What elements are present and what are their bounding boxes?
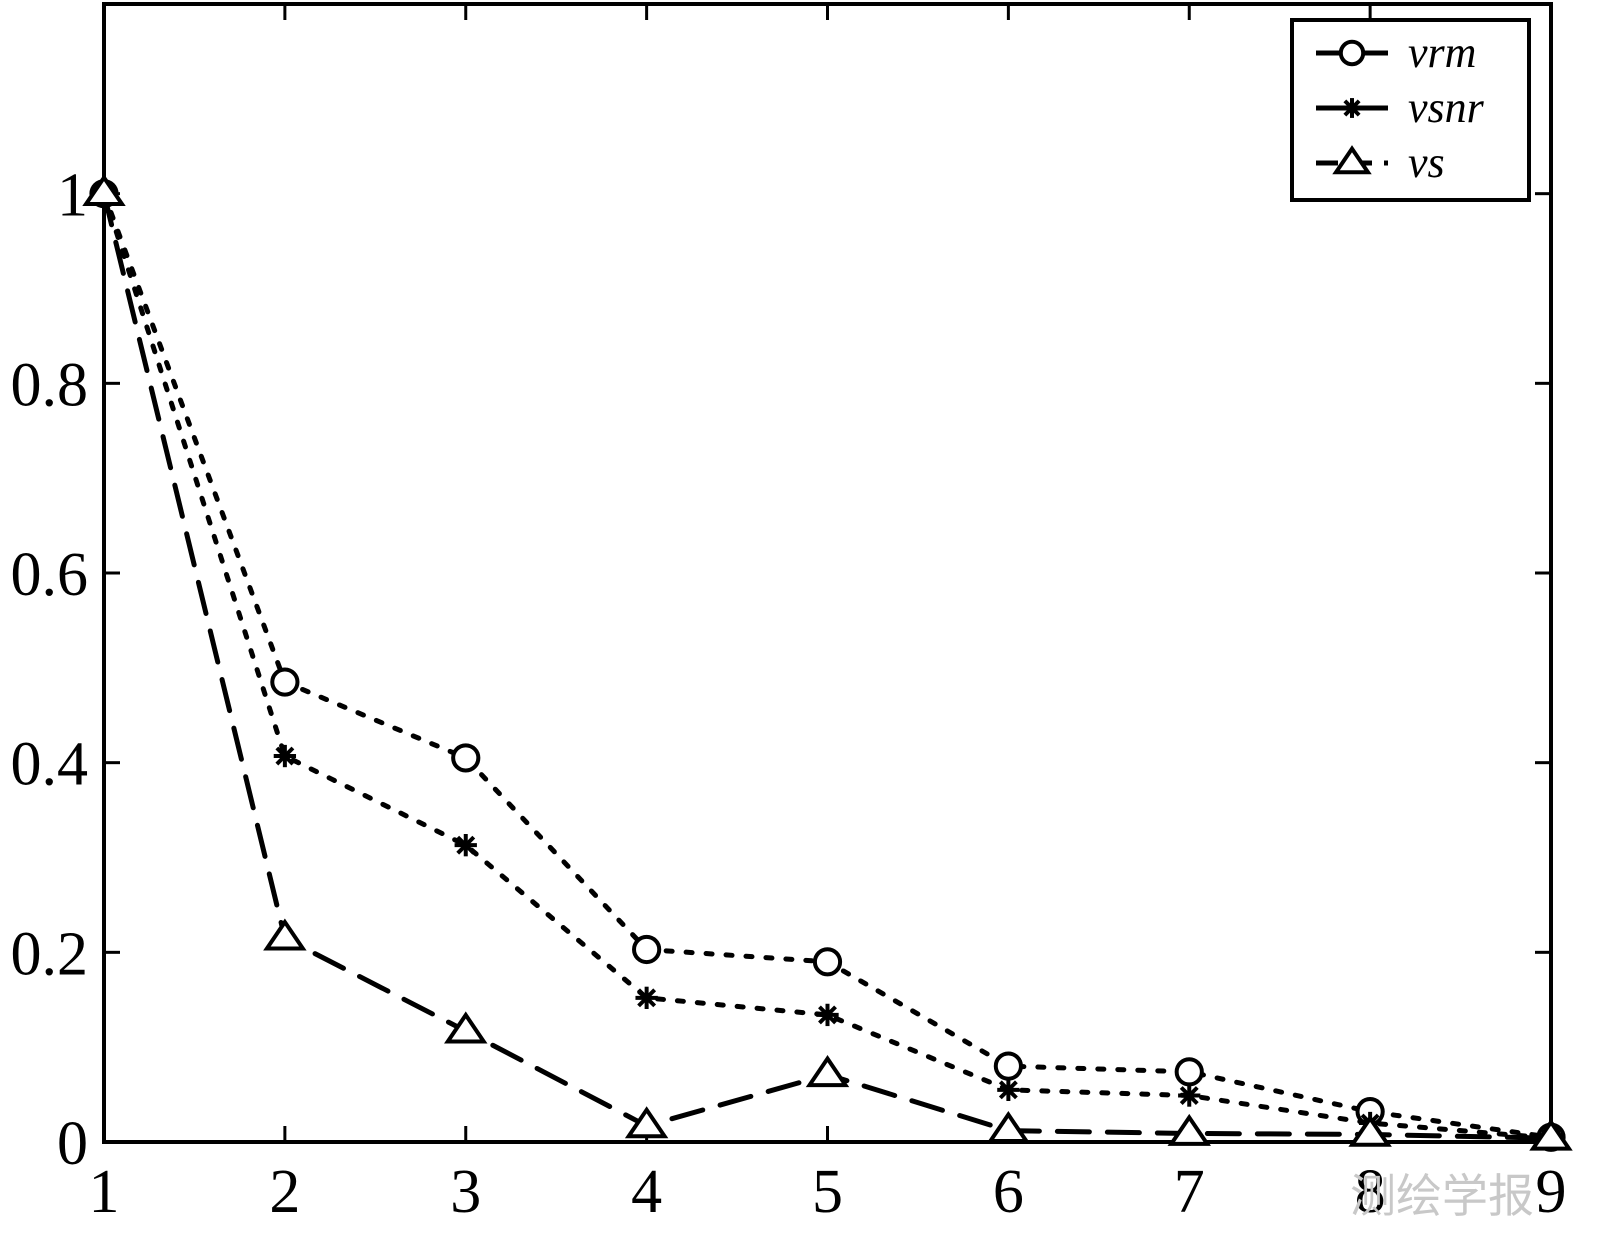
data-point-star	[816, 1003, 839, 1027]
data-point-triangle	[805, 1055, 850, 1088]
data-point-triangle	[1167, 1113, 1211, 1146]
y-tick-label: 1	[57, 162, 88, 230]
star-stroke	[275, 746, 295, 766]
star-stroke	[456, 835, 476, 855]
data-point-star	[454, 834, 477, 857]
data-point-circle	[812, 947, 843, 977]
data-point-triangle	[624, 1106, 669, 1139]
data-point-star	[1342, 98, 1362, 118]
y-tick-label: 0.2	[11, 920, 89, 988]
star-stroke	[1179, 1086, 1199, 1105]
data-point-star	[273, 744, 297, 768]
data-point-circle	[1338, 39, 1366, 67]
legend-label: vsnr	[1408, 83, 1485, 132]
x-tick-label: 7	[1174, 1158, 1205, 1226]
data-point-circle	[632, 934, 662, 965]
x-tick-label: 8	[1355, 1158, 1386, 1226]
data-point-triangle	[82, 174, 126, 207]
series-line-vrm	[101, 191, 1554, 1140]
x-tick-label: 6	[993, 1158, 1024, 1226]
legend-item-vrm: vrm	[1316, 28, 1476, 77]
star-stroke	[1343, 99, 1361, 117]
star-stroke	[998, 1080, 1018, 1100]
data-point-triangle	[986, 1110, 1031, 1144]
x-tick-label: 9	[1536, 1158, 1567, 1226]
data-point-triangle	[1332, 145, 1372, 175]
y-tick-label: 0	[57, 1110, 88, 1178]
x-tick-label: 3	[450, 1158, 481, 1226]
data-point-circle	[270, 667, 300, 697]
y-tick-label: 0.8	[11, 351, 89, 419]
data-point-circle	[993, 1051, 1023, 1081]
series-line-vsnr	[101, 191, 1554, 1141]
series-vs	[82, 174, 1573, 1151]
data-point-triangle	[263, 918, 307, 951]
legend-label: vs	[1408, 138, 1445, 187]
data-point-star	[1178, 1084, 1201, 1107]
legend-item-vsnr: vsnr	[1316, 83, 1485, 132]
data-point-triangle	[1348, 1114, 1392, 1147]
data-point-triangle	[444, 1011, 488, 1044]
star-stroke	[637, 988, 657, 1008]
x-tick-label: 4	[631, 1158, 662, 1226]
data-point-circle	[1174, 1057, 1204, 1087]
star-stroke	[818, 1005, 837, 1025]
y-tick-label: 0.6	[11, 541, 89, 609]
y-tick-label: 0.4	[11, 731, 89, 799]
data-point-triangle	[1529, 1118, 1573, 1151]
data-point-star	[997, 1078, 1020, 1102]
legend: vrm vsnr vs	[1290, 18, 1531, 202]
legend-item-vs: vs	[1316, 138, 1445, 187]
data-point-star	[635, 986, 658, 1010]
series-vsnr	[92, 182, 1563, 1150]
series-line-vs	[101, 191, 1554, 1141]
x-tick-label: 1	[89, 1158, 120, 1226]
watermark-text: 测绘学报	[1350, 1169, 1534, 1223]
ticks: 1 2 3 4 5 6 7 8 9 0 0.2 0.4 0.6 0.8 1	[11, 4, 1567, 1226]
data-point-circle	[451, 743, 481, 773]
series-group	[82, 174, 1573, 1152]
x-tick-label: 2	[269, 1158, 300, 1226]
x-tick-label: 5	[812, 1158, 843, 1226]
legend-label: vrm	[1408, 28, 1476, 77]
